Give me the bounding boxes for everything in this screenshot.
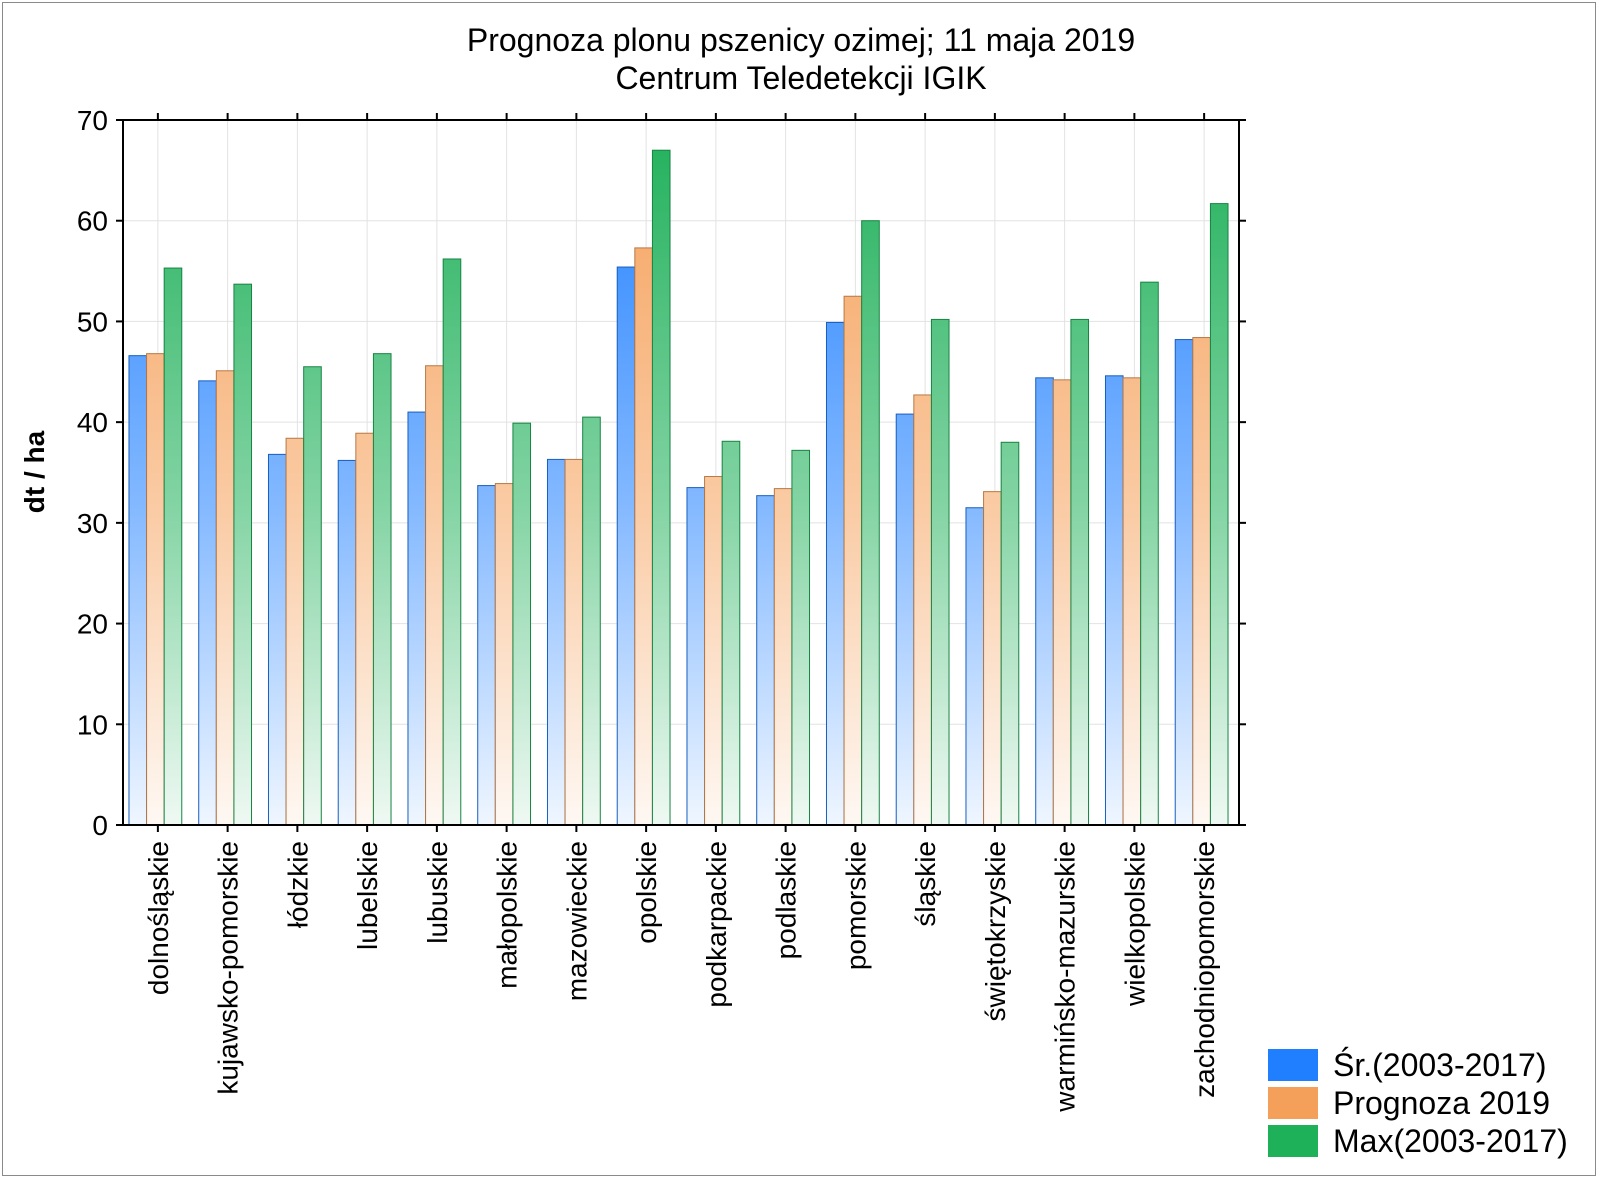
bar (704, 476, 723, 826)
bar (546, 458, 566, 826)
y-tick-label: 20 (77, 609, 108, 640)
bar (861, 220, 880, 826)
bar (477, 485, 496, 826)
bar (407, 411, 427, 826)
legend-swatch (1268, 1125, 1318, 1157)
bar (372, 353, 392, 826)
bar (913, 394, 932, 826)
plot-area (122, 119, 1240, 826)
x-tick-label: pomorskie (840, 841, 871, 970)
bar (773, 488, 793, 826)
bar (1209, 203, 1229, 826)
x-tick-label: podkarpackie (701, 841, 732, 1008)
bar (442, 258, 462, 826)
x-tick-label: wielkopolskie (1119, 841, 1150, 1007)
bar (303, 366, 322, 826)
bar (791, 449, 811, 826)
x-tick-label: podlaskie (771, 841, 802, 959)
bar (146, 353, 165, 826)
bar (494, 483, 514, 826)
x-axis: dolnośląskie kujawsko-pomorskie łódzkie lub… (143, 113, 1220, 1113)
bar (233, 283, 253, 826)
bar (1140, 281, 1159, 826)
bar (1104, 375, 1124, 826)
x-tick-label: świętokrzyskie (980, 841, 1011, 1021)
bar (1174, 339, 1194, 826)
legend-swatch (1268, 1087, 1318, 1119)
y-tick-label: 30 (77, 508, 108, 539)
bar (965, 507, 985, 826)
x-tick-label: małopolskie (492, 841, 523, 989)
y-tick-label: 40 (77, 407, 108, 438)
bar (128, 355, 148, 826)
bar (1035, 377, 1054, 826)
bar (512, 422, 532, 826)
bar (616, 266, 636, 826)
y-axis: 0 10 20 30 40 50 60 70 (77, 105, 1246, 841)
chart-subtitle: Centrum Teledetekcji IGIK (615, 60, 986, 96)
bar (337, 459, 357, 826)
x-tick-label: zachodniopomorskie (1189, 841, 1220, 1098)
bar (651, 149, 671, 826)
x-tick-label: lubelskie (352, 841, 383, 950)
bar (1000, 441, 1020, 826)
bar (198, 380, 217, 826)
bar (355, 432, 374, 826)
legend-label: Prognoza 2019 (1333, 1085, 1550, 1121)
bars (128, 149, 1229, 826)
bar (564, 458, 584, 826)
bar (1070, 318, 1090, 826)
legend-label: Max(2003-2017) (1333, 1123, 1568, 1159)
bar (983, 491, 1002, 826)
y-tick-label: 50 (77, 306, 108, 337)
x-tick-label: warmińsko-mazurskie (1050, 841, 1081, 1113)
x-tick-label: lubuskie (422, 841, 453, 944)
bar (721, 440, 741, 826)
x-tick-label: kujawsko-pomorskie (213, 841, 244, 1095)
bar (582, 416, 601, 826)
y-axis-label: dt / ha (19, 430, 50, 513)
bar (425, 365, 444, 826)
bar (930, 318, 950, 826)
bar (285, 437, 305, 826)
bar (843, 295, 863, 826)
bar (756, 495, 775, 826)
bar (1192, 337, 1211, 826)
chart-title: Prognoza plonu pszenicy ozimej; 11 maja … (467, 22, 1135, 58)
x-tick-label: łódzkie (282, 841, 313, 928)
bar (1052, 379, 1072, 826)
y-tick-label: 10 (77, 709, 108, 740)
legend: Śr.(2003-2017)Prognoza 2019Max(2003-2017… (1268, 1047, 1568, 1159)
x-tick-label: mazowieckie (561, 841, 592, 1001)
bar (634, 247, 653, 826)
x-tick-label: opolskie (631, 841, 662, 944)
legend-swatch (1268, 1049, 1318, 1081)
y-tick-label: 70 (77, 105, 108, 136)
bar (267, 453, 287, 826)
legend-label: Śr.(2003-2017) (1333, 1047, 1546, 1083)
y-tick-label: 0 (92, 810, 108, 841)
bar (686, 487, 706, 826)
bar (163, 267, 183, 826)
x-tick-label: dolnośląskie (143, 841, 174, 995)
bar (1122, 377, 1142, 826)
bar (215, 370, 235, 826)
x-tick-label: śląskie (910, 841, 941, 927)
y-tick-label: 60 (77, 206, 108, 237)
bar (825, 321, 845, 826)
bar (895, 413, 915, 826)
